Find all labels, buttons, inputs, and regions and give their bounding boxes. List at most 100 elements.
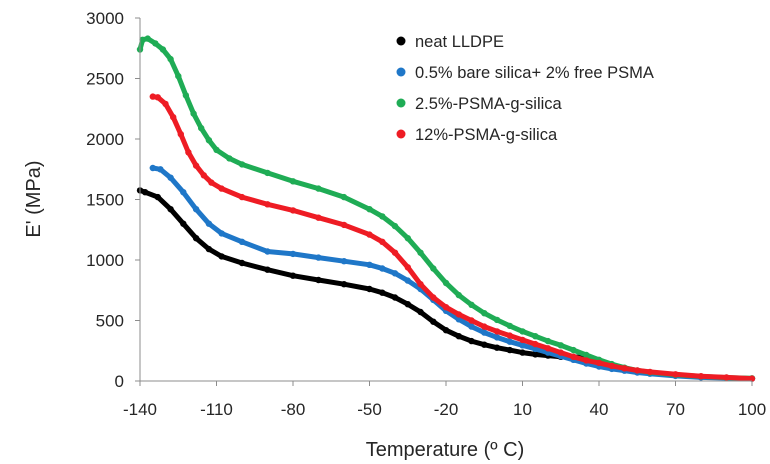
series-3 bbox=[149, 93, 756, 382]
data-point bbox=[213, 146, 220, 154]
x-tick-label: -110 bbox=[200, 400, 233, 419]
data-point bbox=[493, 316, 501, 324]
legend-marker bbox=[396, 98, 406, 108]
x-tick-label: 70 bbox=[666, 400, 685, 419]
data-point bbox=[532, 345, 539, 353]
data-point bbox=[180, 220, 187, 227]
data-point bbox=[404, 264, 411, 271]
data-point bbox=[595, 359, 603, 367]
data-point bbox=[264, 266, 271, 273]
data-point bbox=[646, 368, 654, 376]
y-tick-label: 2000 bbox=[86, 130, 124, 149]
data-point bbox=[442, 304, 450, 311]
data-point bbox=[167, 206, 174, 213]
data-point bbox=[205, 245, 213, 253]
data-point bbox=[532, 333, 539, 340]
data-point bbox=[154, 193, 161, 201]
data-point bbox=[149, 93, 156, 100]
data-point bbox=[238, 238, 246, 245]
data-point bbox=[264, 201, 271, 208]
data-point bbox=[506, 332, 513, 339]
legend-label: 0.5% bare silica+ 2% free PSMA bbox=[415, 64, 654, 82]
data-point bbox=[152, 40, 159, 47]
x-tick-label: -50 bbox=[357, 400, 382, 419]
data-point bbox=[289, 250, 297, 258]
data-point bbox=[366, 231, 373, 238]
data-point bbox=[289, 178, 297, 185]
data-point bbox=[468, 337, 475, 345]
data-point bbox=[190, 110, 197, 117]
data-point bbox=[238, 161, 246, 168]
data-point bbox=[417, 281, 424, 288]
x-axis-title: Temperature (º C) bbox=[366, 439, 524, 461]
data-point bbox=[175, 72, 182, 80]
data-point bbox=[218, 253, 225, 260]
x-tick-label: 10 bbox=[513, 400, 532, 419]
data-point bbox=[182, 92, 190, 99]
data-point bbox=[532, 351, 539, 358]
plot-area bbox=[136, 35, 756, 382]
data-point bbox=[481, 341, 488, 348]
data-point bbox=[366, 206, 373, 213]
data-point bbox=[570, 346, 577, 354]
y-axis-title: E' (MPa) bbox=[23, 160, 45, 237]
data-point bbox=[544, 337, 552, 345]
data-point bbox=[379, 265, 386, 272]
data-point bbox=[621, 365, 628, 372]
data-point bbox=[149, 164, 156, 172]
legend-label: 2.5%-PSMA-g-silica bbox=[415, 95, 563, 113]
x-tick-label: -80 bbox=[281, 400, 306, 419]
data-point bbox=[366, 261, 373, 268]
data-point bbox=[238, 259, 246, 267]
series-0 bbox=[136, 187, 590, 361]
data-point bbox=[481, 310, 488, 317]
data-point bbox=[608, 362, 615, 370]
data-point bbox=[205, 220, 213, 227]
data-point bbox=[200, 172, 207, 179]
data-point bbox=[468, 317, 475, 324]
data-point bbox=[139, 36, 146, 43]
data-point bbox=[379, 213, 386, 220]
data-point bbox=[162, 100, 169, 108]
data-point bbox=[208, 179, 215, 186]
data-point bbox=[144, 35, 151, 42]
data-point bbox=[198, 124, 205, 132]
data-point bbox=[391, 249, 399, 256]
data-point bbox=[391, 222, 399, 230]
data-point bbox=[379, 238, 386, 245]
data-point bbox=[442, 327, 450, 334]
data-point bbox=[141, 189, 149, 196]
data-point bbox=[404, 277, 411, 284]
data-point bbox=[340, 281, 348, 288]
data-point bbox=[544, 345, 552, 352]
data-point bbox=[264, 248, 271, 255]
data-point bbox=[340, 193, 348, 201]
legend-marker bbox=[396, 129, 406, 139]
x-axis: -140 -110 -80 -50 -20 10 40 70 100 bbox=[123, 380, 766, 419]
data-point bbox=[417, 308, 424, 316]
data-point bbox=[218, 185, 225, 192]
data-point bbox=[672, 371, 679, 378]
data-point bbox=[159, 46, 167, 53]
data-point bbox=[205, 137, 213, 144]
data-point bbox=[697, 373, 705, 380]
data-point bbox=[481, 323, 488, 330]
data-point bbox=[583, 357, 590, 364]
data-point bbox=[493, 328, 501, 335]
data-point bbox=[417, 249, 424, 256]
x-tick-label: 100 bbox=[738, 400, 766, 419]
data-point bbox=[192, 206, 200, 213]
y-tick-label: 3000 bbox=[86, 9, 124, 28]
data-point bbox=[723, 374, 730, 381]
data-point bbox=[519, 342, 526, 349]
data-point bbox=[315, 276, 322, 284]
data-point bbox=[391, 270, 399, 277]
data-point bbox=[167, 174, 174, 181]
legend-marker bbox=[396, 67, 406, 77]
y-tick-label: 1500 bbox=[86, 191, 124, 210]
data-point bbox=[391, 294, 399, 301]
data-point bbox=[238, 193, 246, 201]
y-axis: 0 500 1000 1500 2000 2500 3000 bbox=[86, 9, 141, 391]
data-point bbox=[519, 328, 526, 335]
data-point bbox=[455, 291, 462, 299]
